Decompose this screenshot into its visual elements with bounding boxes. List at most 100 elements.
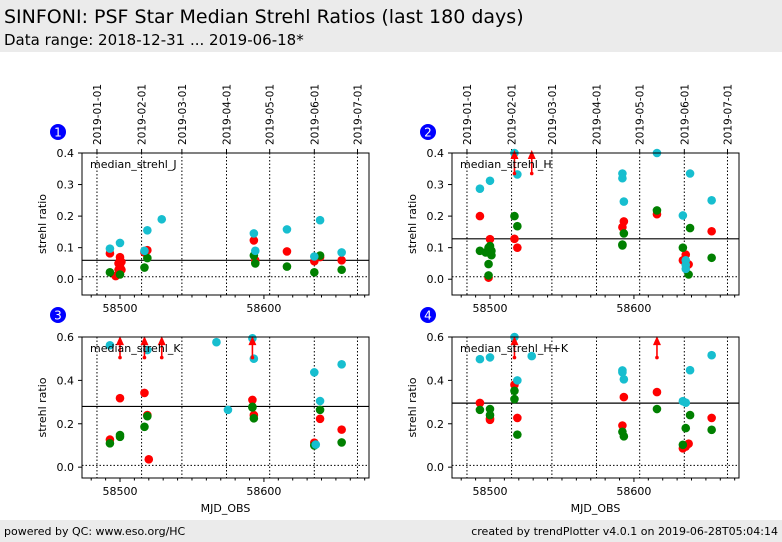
panel-4-axes-frame: [451, 336, 740, 479]
panel-3-axes-frame: [81, 336, 370, 479]
panel-1-point-green: [250, 259, 260, 268]
panel-1-y-tick-label: 0.2: [57, 210, 75, 223]
panel-4-point-red: [475, 398, 485, 408]
panel-1-point-cyan: [250, 246, 260, 256]
panel-4-point-cyan: [513, 376, 522, 385]
panel-1-y-axis-label: strehl ratio: [36, 194, 49, 254]
panel-2-point-red: [475, 211, 485, 221]
panel-1-point-green: [310, 267, 319, 277]
panel-4-point-cyan: [685, 365, 695, 375]
panel-3-point-green: [115, 432, 125, 442]
panel-4-series-title: median_strehl_H+K: [460, 342, 569, 355]
panel-4-point-green: [678, 440, 688, 450]
panel-1-badge-number: 1: [54, 126, 62, 140]
panel-1-point-green: [115, 270, 125, 279]
panel-2-point-green: [678, 243, 688, 252]
panel-4-point-cyan: [485, 353, 495, 362]
panel-3-series-title: median_strehl_K: [90, 342, 181, 355]
panel-3-y-tick-label: 0.4: [57, 374, 75, 387]
panel-2-axes-frame: [451, 152, 740, 296]
panel-1-y-tick-label: 0.3: [57, 179, 75, 192]
panel-4-y-axis-label: strehl ratio: [406, 377, 419, 437]
panel-3-point-red: [115, 393, 125, 403]
panel-4-x-tick-label: 58600: [616, 485, 651, 498]
panel-2-y-tick-label: 0.3: [427, 179, 445, 192]
panel-2-point-green: [487, 250, 496, 260]
panel-1-x-tick-label: 58500: [102, 302, 137, 315]
panel-2-series-title: median_strehl_H: [460, 158, 552, 171]
panel-3-y-axis-label: strehl ratio: [36, 377, 49, 437]
panel-2-y-tick-label: 0.0: [427, 273, 445, 286]
panel-4-point-red: [619, 392, 629, 402]
panel-1-point-red: [249, 236, 259, 245]
panel-3-point-green: [315, 405, 325, 415]
panel-3-point-cyan: [212, 337, 221, 347]
panel-4-point-green: [510, 386, 519, 396]
panel-2-point-green: [513, 221, 522, 231]
panel-3-point-green: [249, 414, 259, 423]
panel-2-badge-number: 2: [424, 126, 432, 140]
panel-3-point-green: [105, 438, 115, 448]
panel-3-upper-limit-base: [118, 355, 122, 360]
panel-1-axes-frame: [81, 152, 370, 296]
panel-4-point-green: [652, 404, 662, 414]
panel-3-point-cyan: [105, 340, 115, 350]
panel-1-date-tick-label: 2019-06-01: [309, 84, 321, 145]
panel-1-point-cyan: [337, 248, 346, 257]
panel-1-y-tick-label: 0.4: [57, 147, 75, 160]
panel-1-series-title: median_strehl_J: [90, 158, 177, 171]
panel-1-point-cyan: [140, 246, 149, 256]
panel-3-point-cyan: [315, 396, 325, 406]
footer-created-by: created by trendPlotter v4.0.1 on 2019-0…: [471, 525, 778, 538]
panel-2-point-red: [619, 217, 629, 226]
panel-1-point-cyan: [115, 238, 125, 248]
panel-4-point-cyan: [618, 368, 627, 377]
panel-4-point-cyan: [475, 354, 485, 364]
panel-2-date-tick-label: 2019-04-01: [592, 84, 604, 145]
panel-1-point-cyan: [310, 252, 319, 261]
panel-4-point-green: [513, 430, 522, 439]
panel-1-point-cyan: [105, 244, 115, 253]
panel-4-y-tick-label: 0.0: [427, 461, 445, 474]
panel-4-point-cyan: [707, 350, 716, 360]
panel-4-point-red: [513, 413, 522, 423]
panel-3-point-cyan: [223, 405, 233, 415]
panel-1-point-red: [337, 255, 346, 265]
panel-2-badge-icon: [420, 124, 436, 140]
panel-2-point-cyan: [475, 184, 485, 193]
panel-3-y-tick-label: 0.2: [57, 418, 75, 431]
panel-3-point-green: [337, 438, 346, 447]
panel-3-point-cyan: [337, 360, 346, 369]
panel-1-point-green: [337, 265, 346, 275]
panel-4-point-green: [510, 394, 519, 404]
panel-2-date-tick-label: 2019-06-01: [679, 84, 691, 145]
panel-4-badge-icon: [420, 307, 436, 323]
panel-4-upper-limit-arrowhead: [510, 336, 519, 346]
panel-2-point-red: [485, 234, 495, 244]
panel-4-x-tick-label: 58500: [472, 485, 507, 498]
panel-3-y-tick-label: 0.0: [57, 461, 75, 474]
panel-4-y-tick-label: 0.6: [427, 331, 445, 344]
panel-2-point-cyan: [619, 197, 629, 206]
panel-2-point-green: [510, 211, 519, 221]
panel-2-point-cyan: [707, 196, 716, 205]
panel-2-y-tick-label: 0.4: [427, 147, 445, 160]
panel-2-upper-limit-base: [529, 171, 534, 176]
panel-3-point-green: [140, 422, 149, 432]
panel-4-point-cyan: [681, 398, 691, 408]
data-range-subtitle: Data range: 2018-12-31 ... 2019-06-18*: [4, 31, 304, 49]
panel-4-point-green: [485, 404, 495, 414]
panel-2-point-red: [513, 243, 522, 252]
panel-3-upper-limit-base: [250, 355, 255, 360]
panel-3-point-red: [144, 455, 154, 464]
panel-1-point-cyan: [282, 225, 292, 234]
footer-bar: powered by QC: www.eso.org/HC created by…: [0, 520, 782, 542]
panel-2-point-cyan: [678, 211, 688, 220]
panel-4-y-tick-label: 0.4: [427, 374, 445, 387]
panel-3-point-red: [140, 388, 149, 398]
panel-1-point-red: [282, 247, 292, 256]
panel-2-point-red: [510, 234, 519, 244]
panel-4-point-green: [681, 423, 691, 433]
panel-3-upper-limit-arrowhead: [157, 336, 166, 346]
panel-3-point-cyan: [249, 354, 259, 363]
